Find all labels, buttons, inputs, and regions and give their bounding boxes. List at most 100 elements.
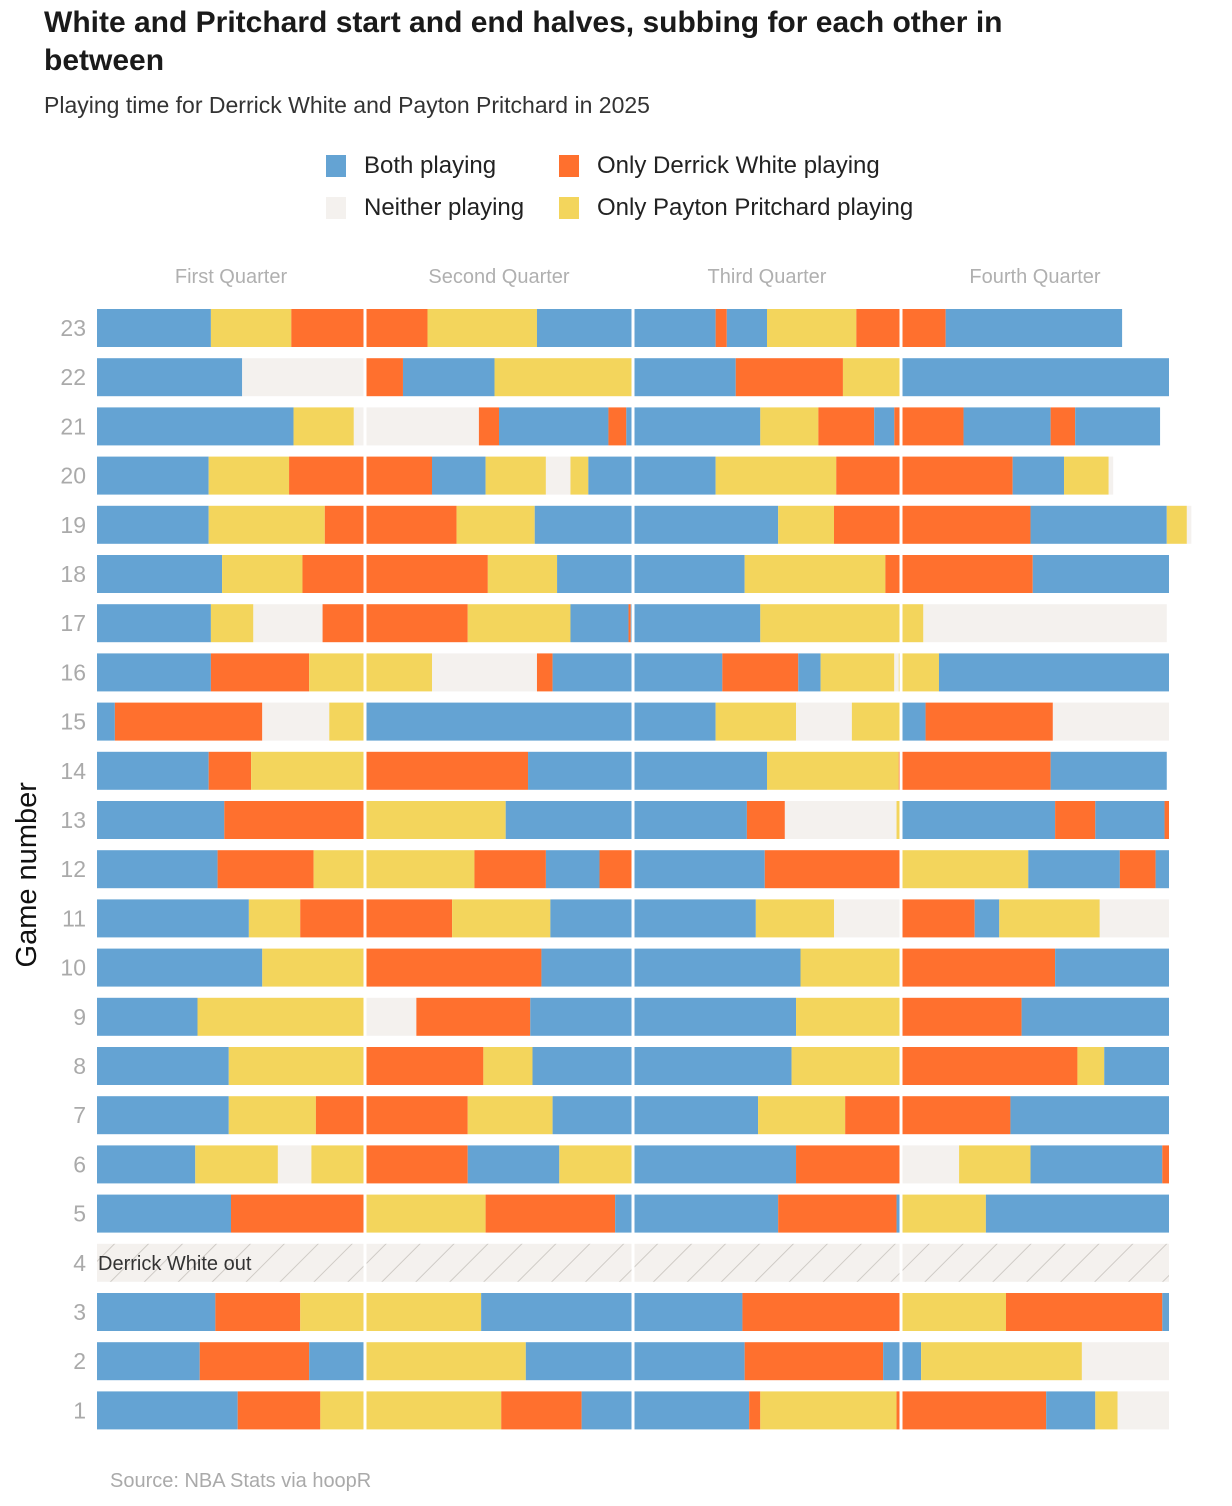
legend-label-pritchard-only: Only Payton Pritchard playing [597,194,914,221]
game-number-label: 10 [60,955,86,981]
legend-label-neither: Neither playing [364,194,525,221]
segment-both [97,456,209,495]
segment-white-only [231,1194,365,1233]
game-number-label: 17 [60,610,86,636]
segment-white-only [289,456,432,495]
chart-title: White and Pritchard start and end halves… [44,6,1003,77]
segment-both [534,505,779,544]
segment-white-only [365,1145,468,1184]
legend-item-pritchard-only: Only Payton Pritchard playing [559,194,913,222]
segment-neither [923,604,1167,643]
segment-both [626,407,761,446]
game-number-label: 15 [60,709,86,735]
segment-both [530,997,797,1036]
segment-both [552,653,723,692]
segment-pritchard-only [309,653,432,692]
segment-white-only [1162,1145,1169,1184]
segment-white-only [536,653,553,692]
game-number-label: 5 [73,1201,86,1227]
segment-white-only [501,1391,582,1430]
segment-white-only [749,1391,761,1430]
segment-pritchard-only [208,456,290,495]
segment-pritchard-only [559,1145,633,1184]
segment-both [1155,850,1169,889]
segment-both [1028,850,1120,889]
segment-white-only [818,407,875,446]
segment-pritchard-only [467,1096,553,1135]
segment-neither [796,702,852,741]
segment-both [550,899,633,938]
segment-white-only [365,899,453,938]
segment-white-only [199,1342,310,1381]
segment-pritchard-only [767,309,857,347]
segment-white-only [322,604,468,643]
segment-white-only [722,653,799,692]
segment-both [97,1293,216,1331]
segment-white-only [715,309,727,347]
segment-white-only [208,751,252,790]
segment-neither [262,702,330,741]
segment-neither [901,1145,960,1184]
segment-both [945,309,1123,347]
segment-both [97,1194,231,1233]
segment-white-only [217,850,314,889]
segment-both [97,850,218,889]
game-number-label: 12 [60,856,86,882]
segment-white-only [796,1145,901,1184]
segment-both [726,309,767,347]
segment-both [963,407,1051,446]
segment-pritchard-only [901,850,1029,889]
segment-pritchard-only [921,1342,1082,1381]
game-number-label: 3 [73,1299,86,1325]
segment-pritchard-only [456,505,535,544]
segment-white-only [901,1047,1078,1085]
segment-pritchard-only [222,555,303,593]
segment-both [97,1342,200,1381]
segment-white-only [324,505,457,544]
segment-white-only [925,702,1053,741]
segment-both [97,407,294,446]
segment-both [309,1342,365,1381]
segment-pritchard-only [1166,505,1187,544]
segment-white-only [896,1391,1047,1430]
game-number-label: 19 [60,512,86,538]
segment-pritchard-only [715,702,797,741]
segment-neither [834,899,901,938]
segment-both [633,1145,797,1184]
segment-pritchard-only [959,1145,1031,1184]
segment-pritchard-only [901,1293,1006,1331]
segment-pritchard-only [210,309,292,347]
legend-swatch-neither [326,197,346,219]
segment-white-only [1005,1293,1163,1331]
segment-pritchard-only [767,751,899,790]
segment-white-only [764,850,901,889]
segment-white-only [885,555,1033,593]
game-number-label: 2 [73,1348,86,1374]
game-number-label: 23 [60,315,86,341]
segment-white-only [224,801,365,839]
segment-pritchard-only [427,309,537,347]
segment-both [97,1145,196,1184]
legend-swatch-both [326,155,346,177]
segment-pritchard-only [1077,1047,1105,1085]
segment-pritchard-only [820,653,895,692]
segment-both [985,1194,1169,1233]
segment-both [97,899,249,938]
segment-white-only [599,850,633,889]
segment-neither [353,407,479,446]
segment-both [481,1293,743,1331]
segment-neither [1117,1391,1169,1430]
segment-neither [784,801,897,839]
segment-white-only [778,1194,897,1233]
segment-both [633,850,765,889]
segment-pritchard-only [896,801,901,839]
segment-white-only [215,1293,301,1331]
segment-both [402,358,495,397]
segment-both [588,456,716,495]
segment-pritchard-only [1095,1391,1118,1430]
quarter-label: Fourth Quarter [969,266,1101,288]
segment-white-only [1050,407,1076,446]
segment-pritchard-only [251,751,365,790]
segment-both [1104,1047,1169,1085]
segment-pritchard-only [320,1391,502,1430]
